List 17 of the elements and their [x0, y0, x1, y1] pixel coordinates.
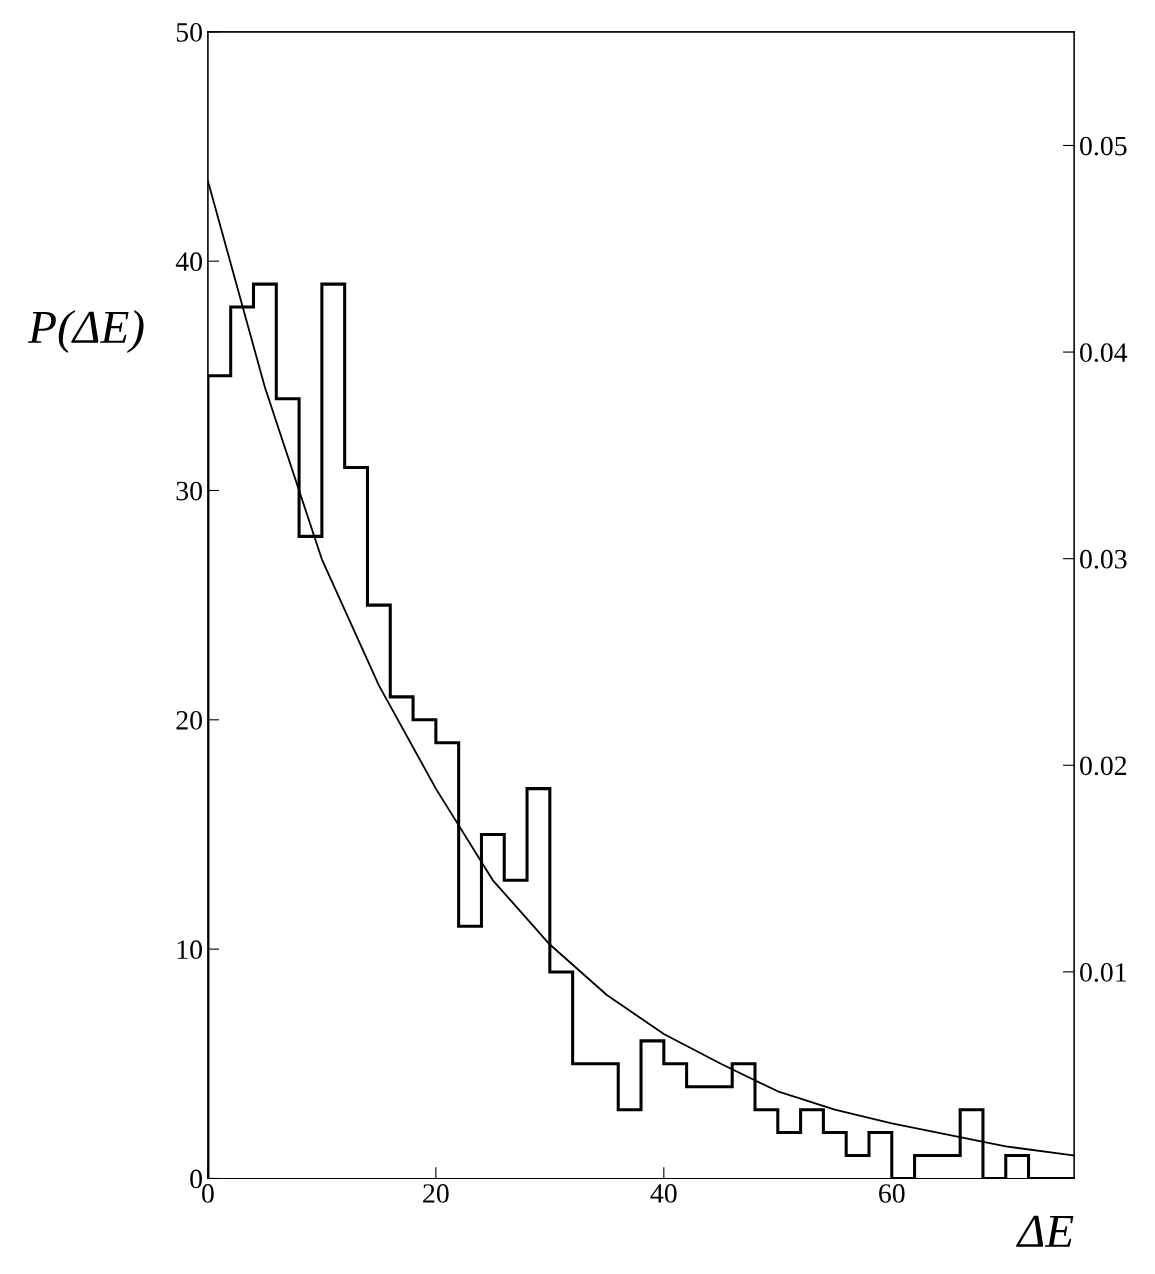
- y-tick-label: 20: [176, 710, 202, 730]
- y-tick-label: 10: [177, 940, 202, 960]
- x-tick-label: 40: [650, 1184, 677, 1203]
- x-tick-label: 0: [202, 1184, 214, 1203]
- y2-tick-label: 0.03: [1080, 549, 1127, 569]
- y2-tick-label: 0.02: [1080, 756, 1127, 776]
- y2-tick-label: 0.05: [1080, 136, 1127, 156]
- x-axis-title: ΔE: [1016, 1215, 1074, 1247]
- x-tick-label: 60: [879, 1184, 905, 1203]
- y2-tick-label: 0.01: [1080, 963, 1126, 982]
- y-tick-label: 40: [175, 252, 202, 272]
- y2-tick-label: 0.04: [1080, 343, 1128, 363]
- y-tick-label: 0: [190, 1169, 202, 1189]
- y-tick-label: 30: [176, 481, 202, 501]
- x-tick-label: 20: [423, 1184, 449, 1203]
- y-axis-title: P(ΔE): [27, 310, 144, 353]
- y-tick-label: 50: [176, 23, 202, 42]
